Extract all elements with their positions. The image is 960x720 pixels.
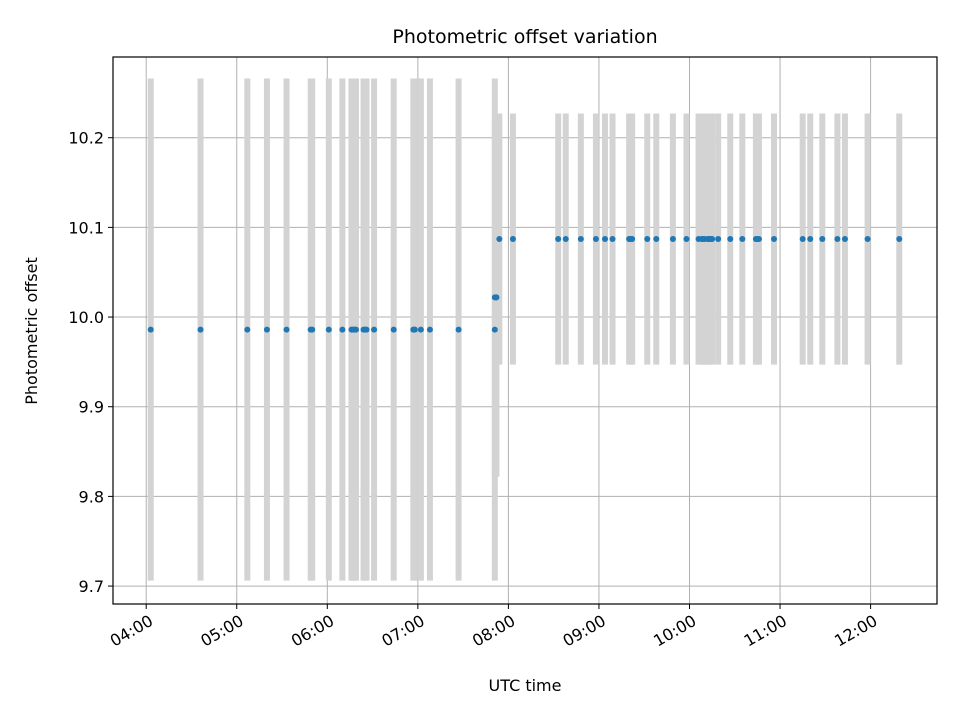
data-point — [644, 236, 651, 243]
data-point — [653, 236, 660, 243]
data-point — [197, 326, 204, 333]
y-axis-ticks: 9.7 9.8 9.9 10.0 10.1 10.2 — [68, 129, 113, 596]
data-point — [755, 236, 762, 243]
data-point — [841, 236, 848, 243]
data-point — [715, 236, 722, 243]
data-point — [147, 326, 154, 333]
data-point — [352, 326, 359, 333]
x-tick-label: 07:00 — [378, 611, 427, 651]
y-tick-label: 9.7 — [79, 577, 104, 596]
x-tick-label: 08:00 — [469, 611, 518, 651]
data-point — [283, 326, 290, 333]
data-point — [562, 236, 569, 243]
data-point — [309, 326, 316, 333]
data-point — [496, 236, 503, 243]
x-axis-ticks: 04:00 05:00 06:00 07:00 08:00 09:00 10:00 11:00… — [107, 604, 881, 651]
data-point — [807, 236, 814, 243]
y-tick-label: 9.9 — [79, 398, 104, 417]
data-point — [577, 236, 584, 243]
data-point — [709, 236, 716, 243]
x-tick-label: 09:00 — [560, 611, 609, 651]
x-tick-label: 05:00 — [197, 611, 246, 651]
x-tick-label: 04:00 — [107, 611, 156, 651]
data-point — [417, 326, 424, 333]
data-points — [147, 236, 903, 333]
plot-area-frame — [112, 56, 938, 605]
data-point — [493, 294, 500, 301]
data-point — [371, 326, 378, 333]
data-point — [411, 326, 418, 333]
y-tick-label: 10.2 — [68, 129, 104, 148]
data-point — [339, 326, 346, 333]
data-point — [244, 326, 251, 333]
data-point — [455, 326, 462, 333]
data-point — [601, 236, 608, 243]
y-tick-label: 10.0 — [68, 308, 104, 327]
data-point — [683, 236, 690, 243]
x-tick-label: 11:00 — [741, 611, 790, 651]
x-axis-label: UTC time — [489, 676, 562, 695]
data-point — [555, 236, 562, 243]
data-point — [390, 326, 397, 333]
data-point — [896, 236, 903, 243]
x-tick-label: 06:00 — [288, 611, 337, 651]
y-tick-label: 9.8 — [79, 487, 104, 506]
data-point — [426, 326, 433, 333]
error-bars — [147, 78, 903, 581]
chart-title: Photometric offset variation — [392, 26, 657, 48]
data-point — [263, 326, 270, 333]
data-point — [799, 236, 806, 243]
grid — [113, 57, 937, 604]
data-point — [592, 236, 599, 243]
y-tick-label: 10.1 — [68, 218, 104, 237]
data-point — [739, 236, 746, 243]
data-point — [771, 236, 778, 243]
data-point — [629, 236, 636, 243]
data-point — [819, 236, 826, 243]
data-point — [325, 326, 332, 333]
y-axis-label: Photometric offset — [22, 257, 41, 405]
data-point — [509, 236, 516, 243]
x-tick-label: 10:00 — [650, 611, 699, 651]
data-point — [363, 326, 370, 333]
data-point — [669, 236, 676, 243]
data-point — [491, 326, 498, 333]
data-point — [864, 236, 871, 243]
data-point — [834, 236, 841, 243]
x-tick-label: 12:00 — [831, 611, 880, 651]
data-point — [609, 236, 616, 243]
data-point — [727, 236, 734, 243]
